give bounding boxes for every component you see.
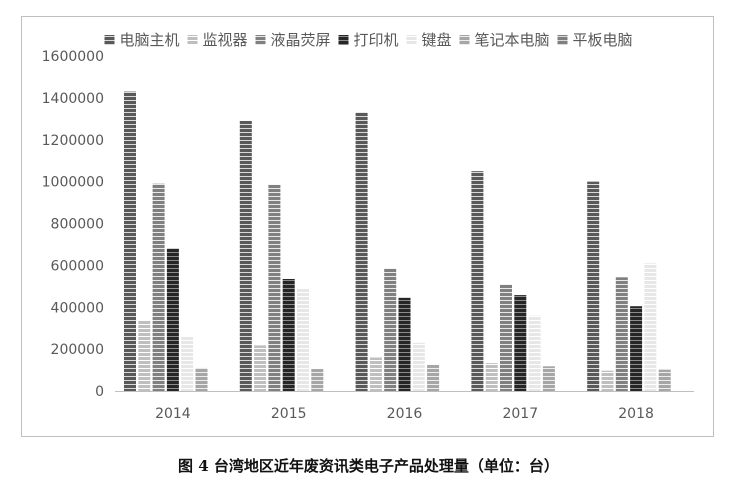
bar [398, 297, 411, 391]
bar [311, 369, 324, 391]
legend-label: 键盘 [422, 31, 452, 49]
bar [644, 263, 657, 391]
x-tick-label: 2018 [618, 406, 654, 422]
chart-frame: 电脑主机 监视器 液晶荧屏 打印机 键盘 笔记本电脑 平板电脑 0 200000 400000 6… [21, 16, 714, 437]
legend-item: 液晶荧屏 [255, 31, 331, 49]
bar [630, 306, 643, 391]
bar [384, 268, 397, 391]
legend-swatch [406, 35, 417, 45]
y-tick-label: 1400000 [42, 91, 104, 107]
bar [601, 370, 614, 391]
y-tick-label: 1600000 [42, 49, 104, 65]
legend-item: 电脑主机 [104, 31, 180, 49]
legend-item: 键盘 [406, 31, 452, 49]
x-tick-label: 2014 [155, 406, 191, 422]
legend-label: 监视器 [203, 31, 248, 49]
x-tick-label: 2015 [271, 406, 307, 422]
legend-label: 笔记本电脑 [475, 31, 550, 49]
bar [355, 112, 368, 391]
legend-label: 打印机 [354, 31, 399, 49]
legend-label: 电脑主机 [120, 31, 180, 49]
y-tick-label: 1200000 [42, 133, 104, 149]
legend-item: 平板电脑 [557, 31, 633, 49]
legend-swatch [557, 35, 568, 45]
bar [282, 278, 295, 391]
y-tick-label: 1000000 [42, 175, 104, 191]
legend-swatch [459, 35, 470, 45]
y-axis: 0 200000 400000 600000 800000 1000000 1200000 1… [42, 49, 104, 400]
legend-swatch [104, 35, 115, 45]
legend-swatch [338, 35, 349, 45]
y-tick-label: 200000 [51, 342, 104, 358]
bar [138, 320, 151, 391]
bar [500, 284, 512, 391]
bars [124, 91, 671, 391]
y-tick-label: 600000 [51, 258, 104, 274]
bar [254, 345, 267, 391]
y-tick-label: 0 [95, 384, 104, 400]
bar [166, 248, 179, 391]
legend-label: 平板电脑 [573, 31, 633, 49]
bar [195, 367, 208, 391]
bar [239, 120, 252, 391]
bar [471, 171, 484, 391]
bar [268, 184, 281, 391]
legend: 电脑主机 监视器 液晶荧屏 打印机 键盘 笔记本电脑 平板电脑 [104, 31, 633, 49]
bar [297, 288, 309, 391]
bar [514, 295, 527, 391]
bar [542, 366, 555, 391]
bar [427, 364, 440, 391]
bar [412, 342, 425, 391]
x-axis: 2014 2015 2016 2017 2018 [115, 391, 694, 422]
bar-chart: 电脑主机 监视器 液晶荧屏 打印机 键盘 笔记本电脑 平板电脑 0 200000 400000 6… [42, 31, 694, 422]
bar [124, 91, 136, 391]
figure-caption: 图 4 台湾地区近年废资讯类电子产品处理量（单位：台） [178, 457, 559, 475]
bar [615, 277, 628, 391]
legend-item: 打印机 [338, 31, 399, 49]
bar [152, 183, 165, 391]
bar [181, 336, 194, 391]
legend-label: 液晶荧屏 [271, 31, 331, 49]
legend-swatch [187, 35, 198, 45]
bar [369, 357, 382, 391]
bar [528, 315, 541, 391]
y-tick-label: 800000 [51, 217, 104, 233]
bar [658, 369, 671, 391]
y-tick-label: 400000 [51, 300, 104, 316]
legend-item: 监视器 [187, 31, 248, 49]
bar [587, 181, 600, 391]
x-tick-label: 2017 [502, 406, 538, 422]
bar [485, 363, 498, 391]
legend-item: 笔记本电脑 [459, 31, 550, 49]
legend-swatch [255, 35, 266, 45]
x-tick-label: 2016 [387, 406, 423, 422]
